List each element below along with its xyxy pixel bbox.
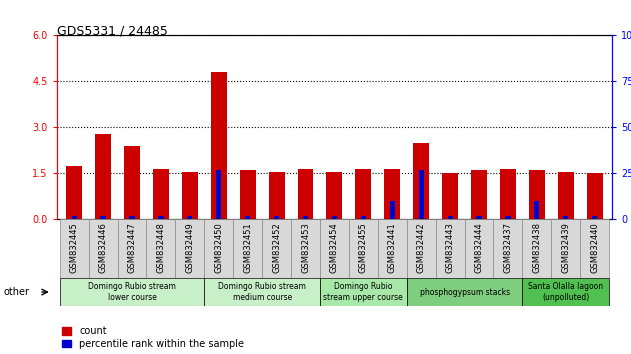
Bar — [182, 172, 198, 219]
Text: GSM832448: GSM832448 — [156, 222, 165, 273]
Bar — [522, 219, 551, 278]
Bar — [158, 216, 163, 219]
Bar — [361, 216, 366, 219]
Text: GSM832454: GSM832454 — [330, 222, 339, 273]
Text: Domingo Rubio stream
lower course: Domingo Rubio stream lower course — [88, 282, 176, 302]
Bar — [129, 216, 134, 219]
Text: GSM832445: GSM832445 — [69, 222, 79, 273]
Bar — [204, 219, 233, 278]
Bar — [187, 216, 192, 219]
Bar — [303, 216, 308, 219]
Bar — [442, 173, 458, 219]
Bar — [563, 216, 569, 219]
Bar — [447, 216, 452, 219]
Bar — [413, 143, 429, 219]
Bar — [88, 219, 117, 278]
Bar — [153, 169, 169, 219]
Bar — [326, 172, 343, 219]
Bar — [587, 173, 603, 219]
Text: GSM832442: GSM832442 — [416, 222, 426, 273]
Bar — [60, 219, 88, 278]
Bar — [493, 219, 522, 278]
Bar — [233, 219, 262, 278]
Bar — [378, 219, 407, 278]
Bar — [384, 169, 400, 219]
Bar — [551, 219, 581, 278]
Bar — [320, 278, 407, 306]
Text: GSM832447: GSM832447 — [127, 222, 136, 273]
Text: GSM832453: GSM832453 — [301, 222, 310, 273]
Bar — [66, 166, 82, 219]
Bar — [349, 219, 378, 278]
Text: GSM832438: GSM832438 — [533, 222, 541, 273]
Bar — [240, 170, 256, 219]
Bar — [71, 216, 77, 219]
Bar — [407, 278, 522, 306]
Bar — [581, 219, 609, 278]
Bar — [558, 172, 574, 219]
Bar — [505, 216, 510, 219]
Text: GSM832439: GSM832439 — [562, 222, 570, 273]
Text: GSM832446: GSM832446 — [98, 222, 107, 273]
Text: GSM832437: GSM832437 — [504, 222, 512, 273]
Bar — [211, 72, 227, 219]
Bar — [464, 219, 493, 278]
Text: GSM832450: GSM832450 — [215, 222, 223, 273]
Bar — [476, 216, 481, 219]
Bar — [95, 133, 111, 219]
Bar — [407, 219, 435, 278]
Bar — [522, 278, 609, 306]
Bar — [175, 219, 204, 278]
Bar — [124, 146, 140, 219]
Bar — [320, 219, 349, 278]
Bar — [216, 170, 221, 219]
Legend: count, percentile rank within the sample: count, percentile rank within the sample — [62, 326, 244, 349]
Bar — [418, 170, 424, 219]
Bar — [298, 169, 314, 219]
Text: GDS5331 / 24485: GDS5331 / 24485 — [57, 25, 168, 38]
Bar — [332, 216, 337, 219]
Bar — [204, 278, 320, 306]
Text: GSM832452: GSM832452 — [272, 222, 281, 273]
Bar — [269, 172, 285, 219]
Bar — [471, 170, 487, 219]
Text: GSM832441: GSM832441 — [388, 222, 397, 273]
Text: GSM832455: GSM832455 — [359, 222, 368, 273]
Text: phosphogypsum stacks: phosphogypsum stacks — [420, 287, 510, 297]
Bar — [100, 216, 105, 219]
Bar — [274, 216, 279, 219]
Bar — [60, 278, 204, 306]
Bar — [529, 170, 545, 219]
Text: GSM832440: GSM832440 — [590, 222, 599, 273]
Bar — [500, 169, 516, 219]
Bar — [245, 216, 251, 219]
Text: Santa Olalla lagoon
(unpolluted): Santa Olalla lagoon (unpolluted) — [528, 282, 603, 302]
Bar — [117, 219, 146, 278]
Bar — [355, 169, 371, 219]
Bar — [534, 201, 540, 219]
Text: other: other — [3, 287, 29, 297]
Bar — [435, 219, 464, 278]
Text: GSM832444: GSM832444 — [475, 222, 483, 273]
Bar — [291, 219, 320, 278]
Bar — [262, 219, 291, 278]
Text: Domingo Rubio
stream upper course: Domingo Rubio stream upper course — [324, 282, 403, 302]
Bar — [592, 216, 598, 219]
Text: Domingo Rubio stream
medium course: Domingo Rubio stream medium course — [218, 282, 306, 302]
Text: GSM832451: GSM832451 — [243, 222, 252, 273]
Text: GSM832443: GSM832443 — [445, 222, 454, 273]
Bar — [390, 201, 395, 219]
Text: GSM832449: GSM832449 — [186, 222, 194, 273]
Bar — [146, 219, 175, 278]
